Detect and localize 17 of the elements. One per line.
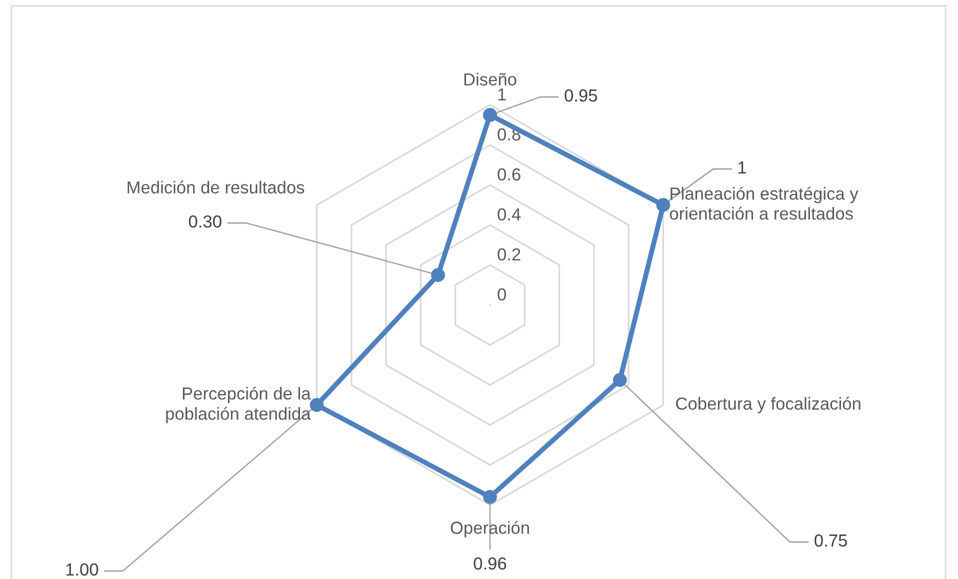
spoke-label: Diseño bbox=[464, 72, 516, 86]
data-label: 0.75 bbox=[814, 534, 847, 547]
data-label: 0.95 bbox=[564, 89, 598, 102]
data-label: 0.96 bbox=[474, 557, 506, 570]
spoke-label: Cobertura y focalización bbox=[676, 396, 860, 414]
spoke-label: Planeación estratégica y orientación a resultados bbox=[670, 186, 858, 220]
spoke-label: Medición de resultados bbox=[128, 180, 304, 194]
y-tick-label: 0.6 bbox=[498, 168, 520, 181]
data-label: 1.00 bbox=[66, 563, 98, 576]
y-tick-label: 0 bbox=[498, 288, 506, 301]
y-tick-label: 1 bbox=[498, 88, 506, 100]
data-label: 1 bbox=[738, 162, 746, 174]
y-tick-label: 0.4 bbox=[498, 208, 521, 221]
spoke-label: Operación bbox=[450, 521, 529, 538]
data-label: 0.30 bbox=[188, 215, 222, 228]
y-tick-label: 0.2 bbox=[498, 248, 520, 261]
spoke-label: Percepción de la población atendida bbox=[166, 386, 311, 424]
